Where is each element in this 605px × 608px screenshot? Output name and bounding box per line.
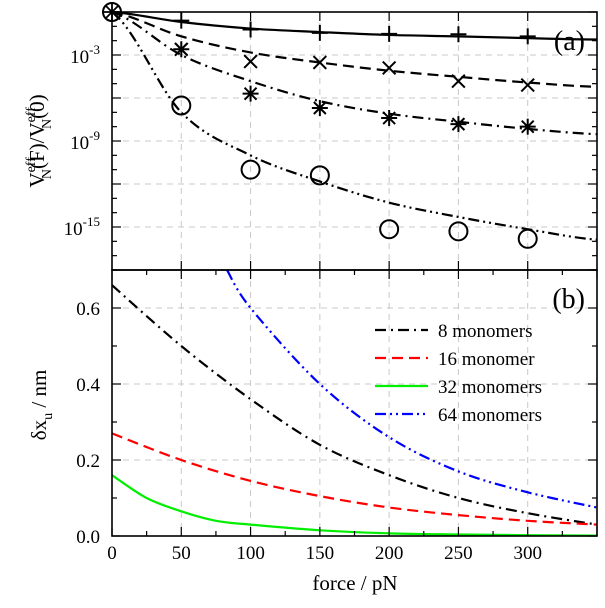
circle-marker [379,219,400,240]
legend-label: 32 monomers [438,377,542,398]
panel-b-frame [111,269,598,537]
plus-marker [242,21,259,38]
series-line [111,432,598,526]
panel-b-ytick-label: 0.0 [76,527,100,548]
panel-a-fit-lines [111,10,598,241]
legend: 8 monomers 16 monomer 32 monomers 64 monome… [375,321,542,426]
asterisk-marker [381,110,398,127]
legend-label: 16 monomer [438,349,535,370]
panel-b-label: (b) [552,284,585,315]
panel-b: 0.0 0.2 0.4 0.6 0 50 100 150 200 250 300 (b) 8 mon… [27,269,598,595]
circle-marker [517,228,538,249]
asterisk-marker [311,100,328,117]
plus-marker [381,25,398,42]
x-axis-label: force / pN [312,571,397,595]
panel-b-grid [112,270,597,536]
panel-a-ytick-label: 10-3 [70,42,100,68]
panel-a: 10-3 10-9 10-15 (a) VeffN(F)/VeffN(0) [24,2,598,271]
x-tick-label: 150 [306,543,335,564]
panel-a-ytick-label: 10-9 [70,128,100,154]
panel-b-lines [111,269,598,537]
x-tick-label: 0 [107,543,117,564]
legend-label: 8 monomers [438,321,532,342]
plus-marker [311,24,328,41]
legend-label: 64 monomers [438,405,542,426]
panel-b-ylabel: δxu / nm [27,370,56,441]
x-tick-label: 200 [375,543,404,564]
panel-a-fit-line [111,10,598,41]
plus-marker [450,26,467,43]
cross-marker [243,54,258,69]
cross-marker [520,77,535,93]
plus-marker [519,28,536,45]
panel-a-fit-line [111,11,598,241]
asterisk-marker [173,41,190,58]
series-line [226,269,598,509]
asterisk-marker [450,116,467,133]
cross-marker [382,60,397,76]
series-line [111,474,598,537]
panel-b-ytick-label: 0.2 [76,451,100,472]
cross-marker [451,74,466,89]
circle-marker [240,159,261,180]
x-tick-label: 300 [513,543,542,564]
series-line [111,284,598,526]
circle-marker [448,221,469,242]
asterisk-marker [242,85,259,102]
panel-a-ticks: 10-3 10-9 10-15 [64,11,597,271]
asterisk-marker [519,118,536,135]
panel-a-fit-line [111,10,598,88]
panel-b-ticks: 0.0 0.2 0.4 0.6 0 50 100 150 200 250 300 [76,269,598,564]
panel-a-ylabel: VeffN(F)/VeffN(0) [24,94,55,187]
panel-a-ytick-label: 10-15 [64,214,100,240]
circle-marker [171,95,192,116]
circle-marker [309,165,330,186]
x-tick-label: 100 [236,543,265,564]
panel-a-label: (a) [554,26,585,57]
cross-marker [312,55,327,70]
panel-b-ytick-label: 0.4 [76,375,100,396]
x-tick-label: 250 [444,543,473,564]
x-tick-label: 50 [172,543,191,564]
panel-a-fit-line [111,10,598,136]
panel-a-grid [112,12,597,270]
panel-b-ytick-label: 0.6 [76,299,100,320]
